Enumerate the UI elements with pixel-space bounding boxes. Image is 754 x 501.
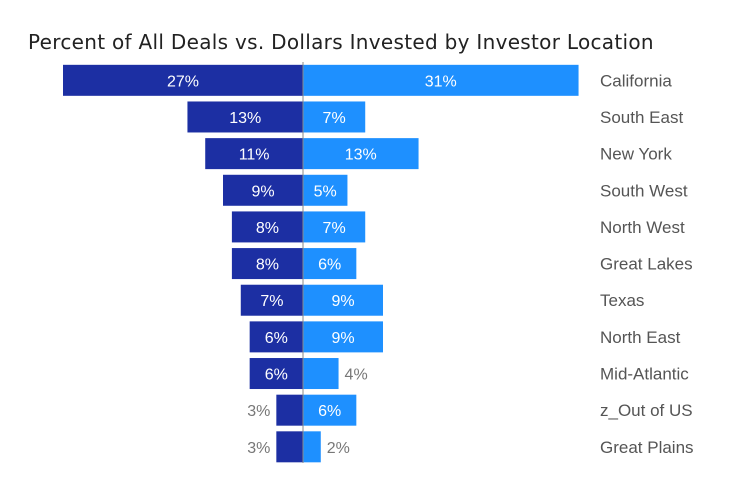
value-label-right-z-out-of-us: 6% — [318, 403, 341, 420]
value-label-left-texas: 7% — [260, 293, 283, 310]
category-label-z-out-of-us: z_Out of US — [600, 401, 693, 420]
value-label-right-north-west: 7% — [323, 220, 346, 237]
bar-left-great-plains — [276, 431, 303, 463]
bar-left-z-out-of-us — [276, 394, 303, 426]
category-label-new-york: New York — [600, 145, 672, 164]
dollars-bars — [303, 64, 579, 463]
value-label-right-south-east: 7% — [323, 110, 346, 127]
value-label-left-great-plains: 3% — [247, 440, 270, 457]
bar-left-south-east — [187, 101, 303, 133]
value-label-left-north-east: 6% — [265, 330, 288, 347]
bar-right-new-york — [303, 138, 419, 170]
value-label-right-north-east: 9% — [331, 330, 354, 347]
category-label-california: California — [600, 71, 672, 90]
bar-left-north-west — [231, 211, 303, 243]
category-label-great-lakes: Great Lakes — [600, 255, 693, 274]
category-label-south-west: South West — [600, 181, 688, 200]
value-label-right-great-plains: 2% — [327, 440, 350, 457]
bar-left-texas — [240, 284, 303, 316]
category-label-south-east: South East — [600, 108, 683, 127]
bar-right-south-west — [303, 174, 348, 206]
bar-left-mid-atlantic — [249, 358, 303, 390]
category-label-texas: Texas — [600, 291, 644, 310]
bar-right-texas — [303, 284, 383, 316]
value-label-left-california: 27% — [167, 73, 199, 90]
bar-left-new-york — [205, 138, 303, 170]
value-label-right-new-york: 13% — [345, 147, 377, 164]
bar-right-great-plains — [303, 431, 321, 463]
category-label-mid-atlantic: Mid-Atlantic — [600, 365, 689, 384]
value-label-right-texas: 9% — [331, 293, 354, 310]
bar-right-great-lakes — [303, 248, 357, 280]
bar-left-california — [63, 64, 303, 96]
value-label-left-z-out-of-us: 3% — [247, 403, 270, 420]
value-label-left-great-lakes: 8% — [256, 257, 279, 274]
deals-bars — [63, 64, 303, 463]
value-label-left-south-east: 13% — [229, 110, 261, 127]
bar-right-california — [303, 64, 579, 96]
bar-right-mid-atlantic — [303, 358, 339, 390]
value-label-right-mid-atlantic: 4% — [345, 367, 368, 384]
value-label-right-great-lakes: 6% — [318, 257, 341, 274]
category-label-north-west: North West — [600, 218, 685, 237]
value-label-left-mid-atlantic: 6% — [265, 367, 288, 384]
value-label-left-new-york: 11% — [239, 147, 270, 164]
chart-title: Percent of All Deals vs. Dollars Investe… — [28, 30, 654, 54]
value-label-right-south-west: 5% — [314, 183, 337, 200]
value-label-left-north-west: 8% — [256, 220, 279, 237]
category-label-north-east: North East — [600, 328, 681, 347]
bar-left-great-lakes — [231, 248, 303, 280]
bar-right-south-east — [303, 101, 366, 133]
bar-right-z-out-of-us — [303, 394, 357, 426]
bar-right-north-west — [303, 211, 366, 243]
bar-right-north-east — [303, 321, 383, 353]
value-label-left-south-west: 9% — [251, 183, 274, 200]
bar-left-north-east — [249, 321, 303, 353]
bar-left-south-west — [223, 174, 303, 206]
value-label-right-california: 31% — [425, 73, 457, 90]
category-label-great-plains: Great Plains — [600, 438, 694, 457]
